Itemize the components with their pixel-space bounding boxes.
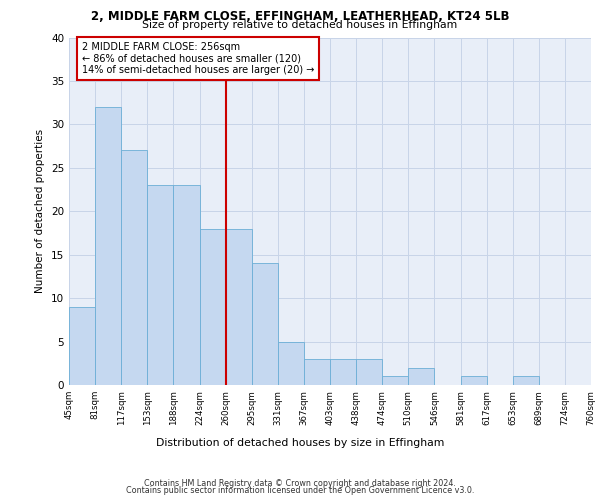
Text: Contains HM Land Registry data © Crown copyright and database right 2024.: Contains HM Land Registry data © Crown c… <box>144 478 456 488</box>
Bar <box>356 359 382 385</box>
Bar <box>252 264 278 385</box>
Bar <box>95 107 121 385</box>
Bar <box>226 228 252 385</box>
Text: Size of property relative to detached houses in Effingham: Size of property relative to detached ho… <box>142 20 458 30</box>
Y-axis label: Number of detached properties: Number of detached properties <box>35 129 46 294</box>
Text: Distribution of detached houses by size in Effingham: Distribution of detached houses by size … <box>156 438 444 448</box>
Bar <box>513 376 539 385</box>
Bar <box>330 359 356 385</box>
Bar <box>121 150 148 385</box>
Bar <box>304 359 330 385</box>
Text: 2 MIDDLE FARM CLOSE: 256sqm
← 86% of detached houses are smaller (120)
14% of se: 2 MIDDLE FARM CLOSE: 256sqm ← 86% of det… <box>82 42 314 75</box>
Bar <box>173 185 199 385</box>
Bar <box>69 307 95 385</box>
Bar <box>148 185 173 385</box>
Bar <box>382 376 409 385</box>
Bar <box>278 342 304 385</box>
Bar <box>409 368 434 385</box>
Bar <box>461 376 487 385</box>
Text: Contains public sector information licensed under the Open Government Licence v3: Contains public sector information licen… <box>126 486 474 495</box>
Text: 2, MIDDLE FARM CLOSE, EFFINGHAM, LEATHERHEAD, KT24 5LB: 2, MIDDLE FARM CLOSE, EFFINGHAM, LEATHER… <box>91 10 509 23</box>
Bar <box>199 228 226 385</box>
